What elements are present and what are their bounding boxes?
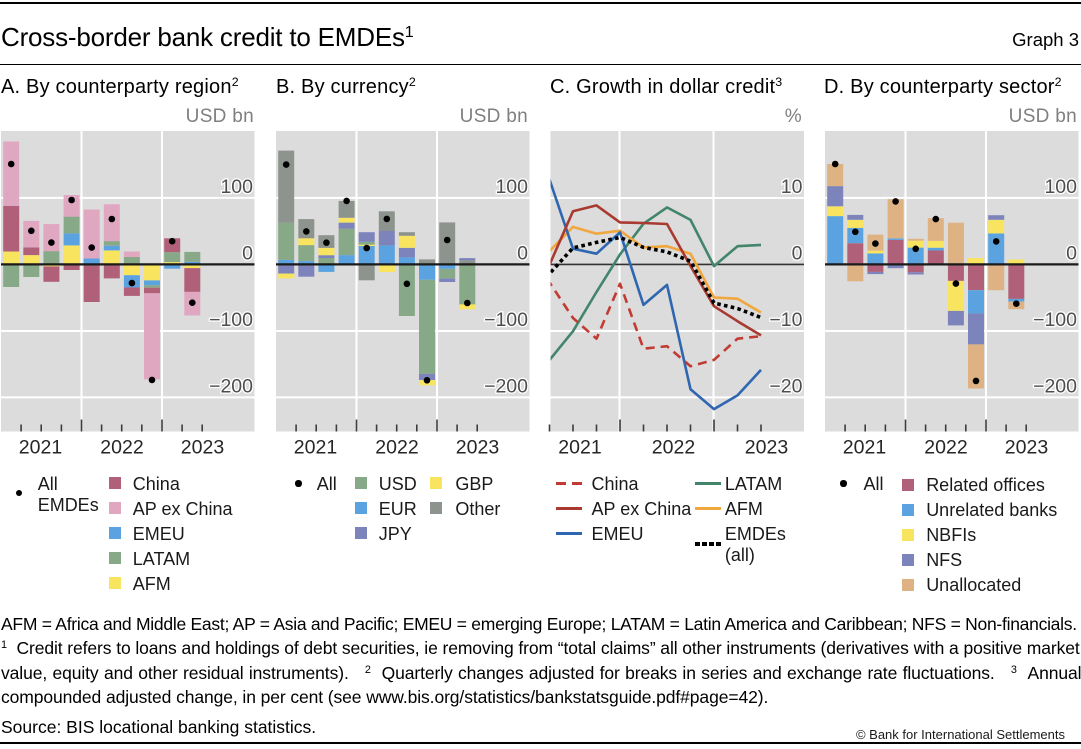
svg-text:2023: 2023 — [456, 437, 499, 459]
svg-text:100: 100 — [1044, 176, 1077, 198]
svg-text:2022: 2022 — [375, 437, 418, 459]
svg-text:2021: 2021 — [19, 437, 62, 459]
svg-text:2021: 2021 — [294, 437, 337, 459]
svg-text:−20: −20 — [769, 375, 802, 397]
svg-text:−200: −200 — [484, 375, 528, 397]
svg-text:0: 0 — [1066, 242, 1077, 264]
svg-text:2023: 2023 — [745, 437, 788, 459]
svg-text:0: 0 — [792, 242, 803, 264]
svg-text:2023: 2023 — [181, 437, 224, 459]
svg-text:−100: −100 — [484, 309, 528, 331]
svg-text:−100: −100 — [1033, 309, 1077, 331]
svg-text:−10: −10 — [769, 309, 802, 331]
svg-text:10: 10 — [781, 176, 803, 198]
svg-text:2022: 2022 — [100, 437, 143, 459]
svg-text:2023: 2023 — [1005, 437, 1048, 459]
svg-text:−200: −200 — [209, 375, 253, 397]
svg-text:−100: −100 — [209, 309, 253, 331]
svg-text:2021: 2021 — [558, 437, 601, 459]
svg-text:0: 0 — [517, 242, 528, 264]
svg-text:100: 100 — [220, 176, 253, 198]
svg-text:−200: −200 — [1033, 375, 1077, 397]
svg-text:100: 100 — [495, 176, 528, 198]
svg-text:2022: 2022 — [652, 437, 695, 459]
svg-text:2021: 2021 — [843, 437, 886, 459]
svg-text:0: 0 — [242, 242, 253, 264]
svg-text:2022: 2022 — [924, 437, 967, 459]
